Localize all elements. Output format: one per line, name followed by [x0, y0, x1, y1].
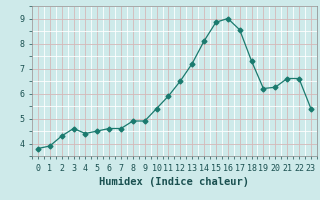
- X-axis label: Humidex (Indice chaleur): Humidex (Indice chaleur): [100, 177, 249, 187]
